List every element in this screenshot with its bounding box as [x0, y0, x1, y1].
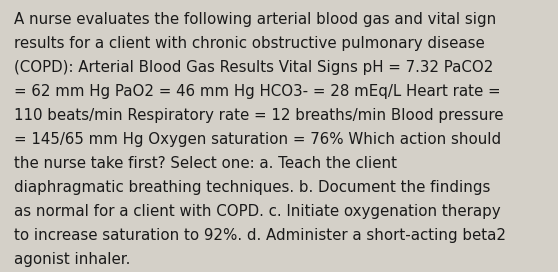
- Text: to increase saturation to 92%. d. Administer a short-acting beta2: to increase saturation to 92%. d. Admini…: [14, 228, 506, 243]
- Text: agonist inhaler.: agonist inhaler.: [14, 252, 131, 267]
- Text: A nurse evaluates the following arterial blood gas and vital sign: A nurse evaluates the following arterial…: [14, 12, 496, 27]
- Text: as normal for a client with COPD. c. Initiate oxygenation therapy: as normal for a client with COPD. c. Ini…: [14, 204, 501, 219]
- Text: = 62 mm Hg PaO2 = 46 mm Hg HCO3- = 28 mEq/L Heart rate =: = 62 mm Hg PaO2 = 46 mm Hg HCO3- = 28 mE…: [14, 84, 501, 99]
- Text: the nurse take first? Select one: a. Teach the client: the nurse take first? Select one: a. Tea…: [14, 156, 397, 171]
- Text: results for a client with chronic obstructive pulmonary disease: results for a client with chronic obstru…: [14, 36, 485, 51]
- Text: (COPD): Arterial Blood Gas Results Vital Signs pH = 7.32 PaCO2: (COPD): Arterial Blood Gas Results Vital…: [14, 60, 493, 75]
- Text: 110 beats/min Respiratory rate = 12 breaths/min Blood pressure: 110 beats/min Respiratory rate = 12 brea…: [14, 108, 503, 123]
- Text: = 145/65 mm Hg Oxygen saturation = 76% Which action should: = 145/65 mm Hg Oxygen saturation = 76% W…: [14, 132, 501, 147]
- Text: diaphragmatic breathing techniques. b. Document the findings: diaphragmatic breathing techniques. b. D…: [14, 180, 490, 195]
